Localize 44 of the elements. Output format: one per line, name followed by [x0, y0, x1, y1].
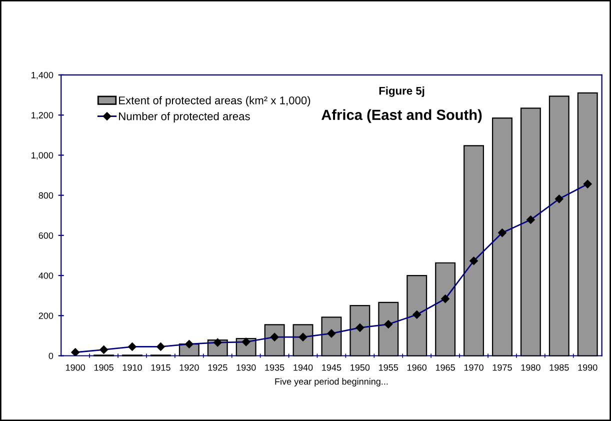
text: Africa (East and South)	[322, 109, 482, 123]
y-tick-label: 800	[38, 192, 54, 199]
bar	[435, 262, 456, 356]
x-tick-label: 1940	[294, 364, 313, 371]
bar	[406, 274, 428, 356]
bar	[492, 118, 512, 356]
x-tick-label: 1910	[122, 364, 142, 371]
x-tick-label: 1905	[94, 364, 114, 371]
x-tick-label: 1915	[151, 364, 170, 371]
bar	[378, 302, 399, 356]
bar	[321, 316, 342, 356]
bar	[350, 305, 370, 356]
bar	[577, 92, 598, 356]
y-tick-label: 1,000	[32, 152, 54, 160]
x-tick-label: 1920	[180, 364, 199, 371]
bar	[292, 324, 314, 356]
x-tick-label: 1930	[236, 364, 256, 371]
x-axis-title: Five year period beginning...	[275, 378, 388, 386]
x-tick-label: 1970	[464, 364, 484, 371]
x-tick-label: 1925	[208, 364, 228, 371]
x-tick-label: 1955	[379, 364, 398, 371]
x-tick-label: 1980	[521, 364, 540, 371]
y-tick-label: 400	[38, 272, 54, 279]
y-tick-label: 1,200	[32, 112, 54, 120]
x-tick-label: 1945	[322, 364, 342, 371]
legend-label: Number of protected areas	[119, 112, 250, 122]
bar	[520, 108, 541, 356]
bar	[464, 145, 484, 356]
x-tick-label: 1965	[436, 364, 455, 371]
x-tick-label: 1990	[578, 364, 598, 371]
x-tick-label: 1935	[265, 364, 284, 371]
x-tick-label: 1960	[407, 364, 427, 371]
bar	[548, 96, 570, 356]
y-tick-label: 1,400	[32, 72, 54, 80]
x-tick-label: 1950	[350, 364, 370, 371]
bar	[264, 324, 285, 356]
legend-label: Extent of protected areas (km² x 1,000)	[119, 96, 310, 107]
y-tick-label: 600	[38, 232, 54, 239]
x-tick-label: 1900	[66, 364, 86, 371]
x-tick-label: 1975	[492, 364, 512, 371]
text: Figure 5j	[379, 86, 424, 97]
y-tick-label: 0	[48, 352, 54, 360]
x-tick-label: 1985	[550, 364, 569, 371]
y-tick-label: 200	[38, 312, 54, 319]
